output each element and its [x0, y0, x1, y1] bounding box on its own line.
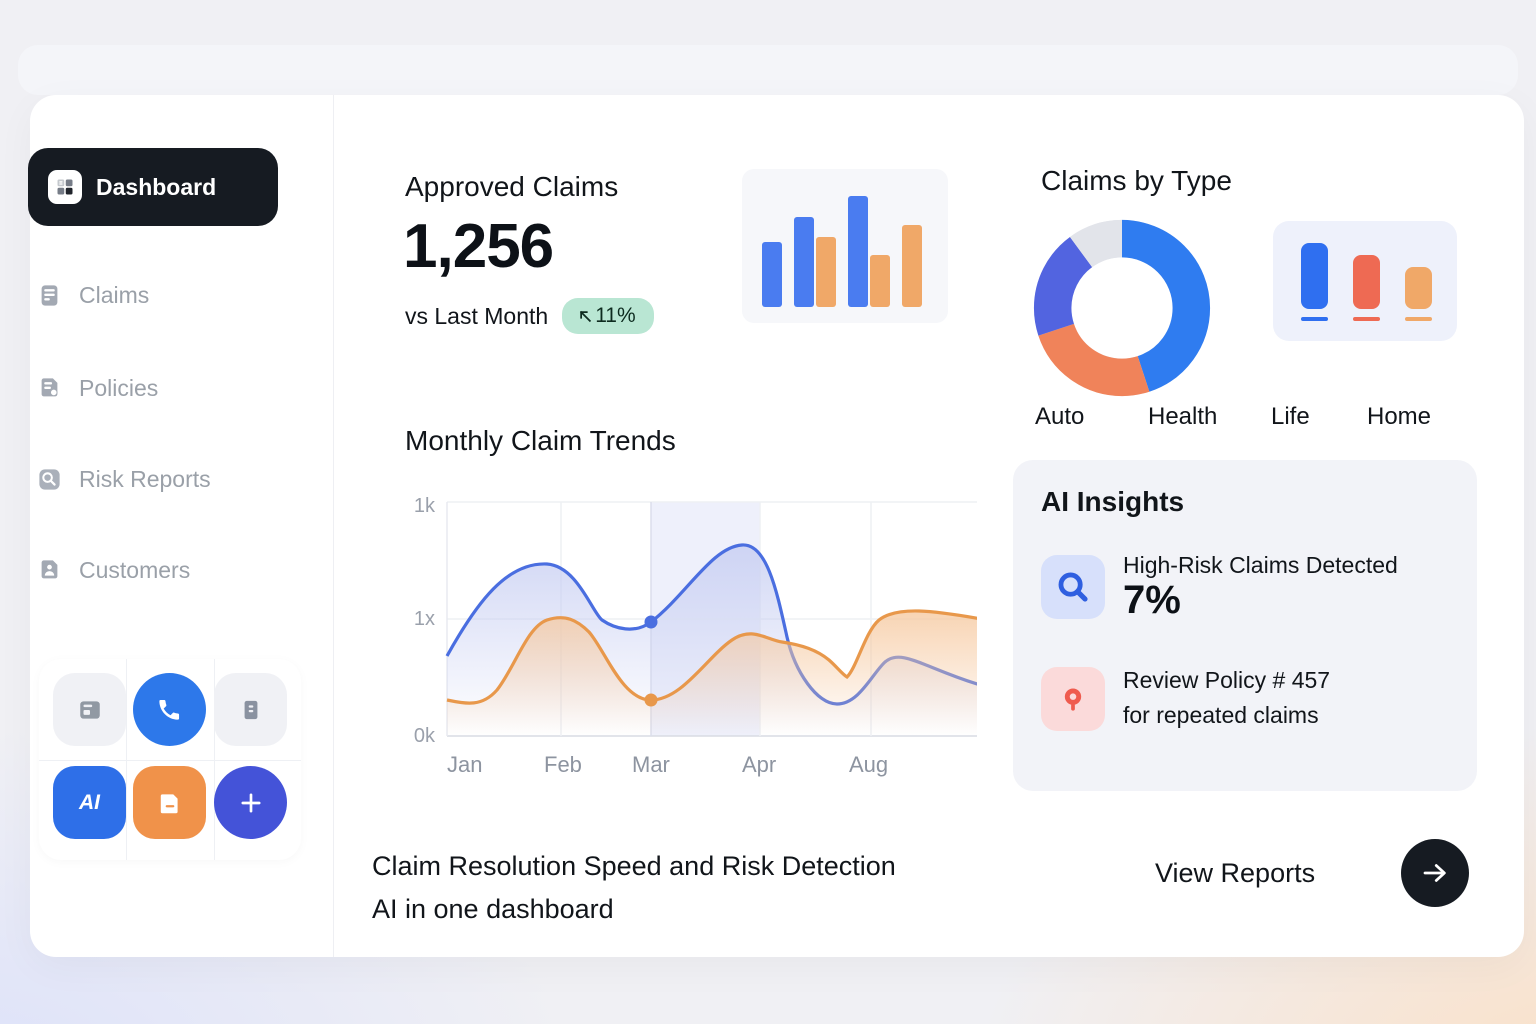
svg-text:1k: 1k — [414, 495, 436, 517]
svg-text:Aug: Aug — [849, 752, 888, 777]
svg-text:Feb: Feb — [544, 752, 582, 777]
svg-text:Jan: Jan — [447, 752, 482, 777]
svg-text:Apr: Apr — [742, 752, 776, 777]
svg-text:Mar: Mar — [632, 752, 670, 777]
svg-text:0k: 0k — [414, 725, 436, 747]
svg-text:1x: 1x — [414, 608, 435, 630]
